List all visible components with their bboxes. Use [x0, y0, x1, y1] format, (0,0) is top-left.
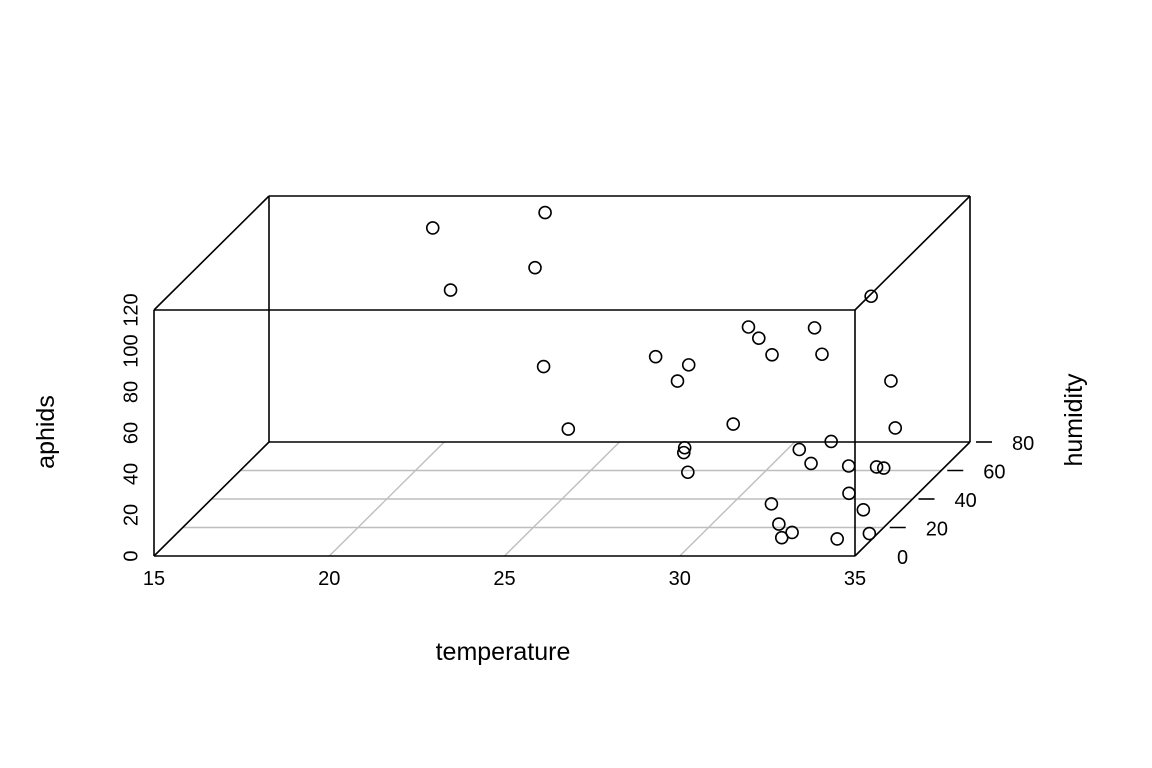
data-point [824, 434, 838, 449]
data-point [681, 358, 696, 372]
y-axis-title: humidity [1060, 373, 1088, 467]
data-point [676, 445, 691, 460]
box-edge [854, 195, 971, 311]
data-point [538, 205, 552, 220]
data-point [772, 517, 786, 531]
z-tick-label: 40 [120, 463, 142, 485]
data-point [888, 421, 903, 435]
y-tick-label: 20 [926, 519, 948, 541]
data-point [862, 526, 877, 541]
box-edge [153, 441, 270, 557]
grid-layer [182, 441, 942, 557]
data-point [785, 525, 799, 540]
data-point [842, 486, 856, 501]
z-tick-label: 120 [120, 293, 142, 326]
z-tick-label: 100 [120, 334, 142, 367]
x-tick-label: 15 [143, 568, 165, 590]
y-tick-label: 0 [897, 547, 908, 569]
data-point [856, 503, 871, 517]
data-point [741, 320, 756, 334]
z-tick-label: 20 [120, 504, 142, 526]
data-point [830, 532, 845, 546]
data-point [804, 456, 818, 471]
data-point [864, 289, 878, 304]
data-point [443, 283, 458, 297]
data-point [752, 331, 766, 346]
z-axis-title: aphids [32, 395, 60, 469]
z-tick-label: 60 [120, 422, 142, 444]
data-point [884, 374, 898, 388]
x-tick-label: 30 [669, 568, 691, 590]
data-point [425, 221, 440, 235]
data-point [536, 359, 551, 374]
data-point [807, 321, 822, 335]
x-axis-title: temperature [436, 638, 571, 666]
y-tick-label: 40 [955, 490, 977, 512]
x-tick-label: 35 [844, 568, 866, 590]
data-point [670, 374, 685, 388]
data-point [765, 347, 779, 362]
z-tick-label: 80 [120, 381, 142, 403]
data-point [841, 459, 856, 473]
ticks-layer: 15 20 25 30 35 0 20 40 60 80 100 120 0 20 40 60 80 [120, 293, 1034, 590]
data-point [681, 465, 695, 480]
points-layer [425, 205, 903, 546]
data-point [528, 260, 542, 275]
x-tick-label: 20 [318, 568, 340, 590]
data-point [677, 440, 692, 455]
data-point [648, 349, 663, 364]
data-point [561, 422, 576, 436]
data-point [869, 460, 884, 474]
x-tick-label: 25 [493, 568, 515, 590]
box-edge [153, 195, 270, 311]
y-tick-label: 60 [983, 462, 1005, 484]
data-point [726, 417, 741, 431]
z-tick-label: 0 [120, 550, 142, 561]
data-point [876, 461, 891, 475]
data-point [815, 347, 829, 362]
data-point [792, 442, 807, 457]
data-point [764, 497, 779, 511]
box-layer [153, 195, 971, 557]
y-tick-label: 80 [1012, 433, 1034, 455]
